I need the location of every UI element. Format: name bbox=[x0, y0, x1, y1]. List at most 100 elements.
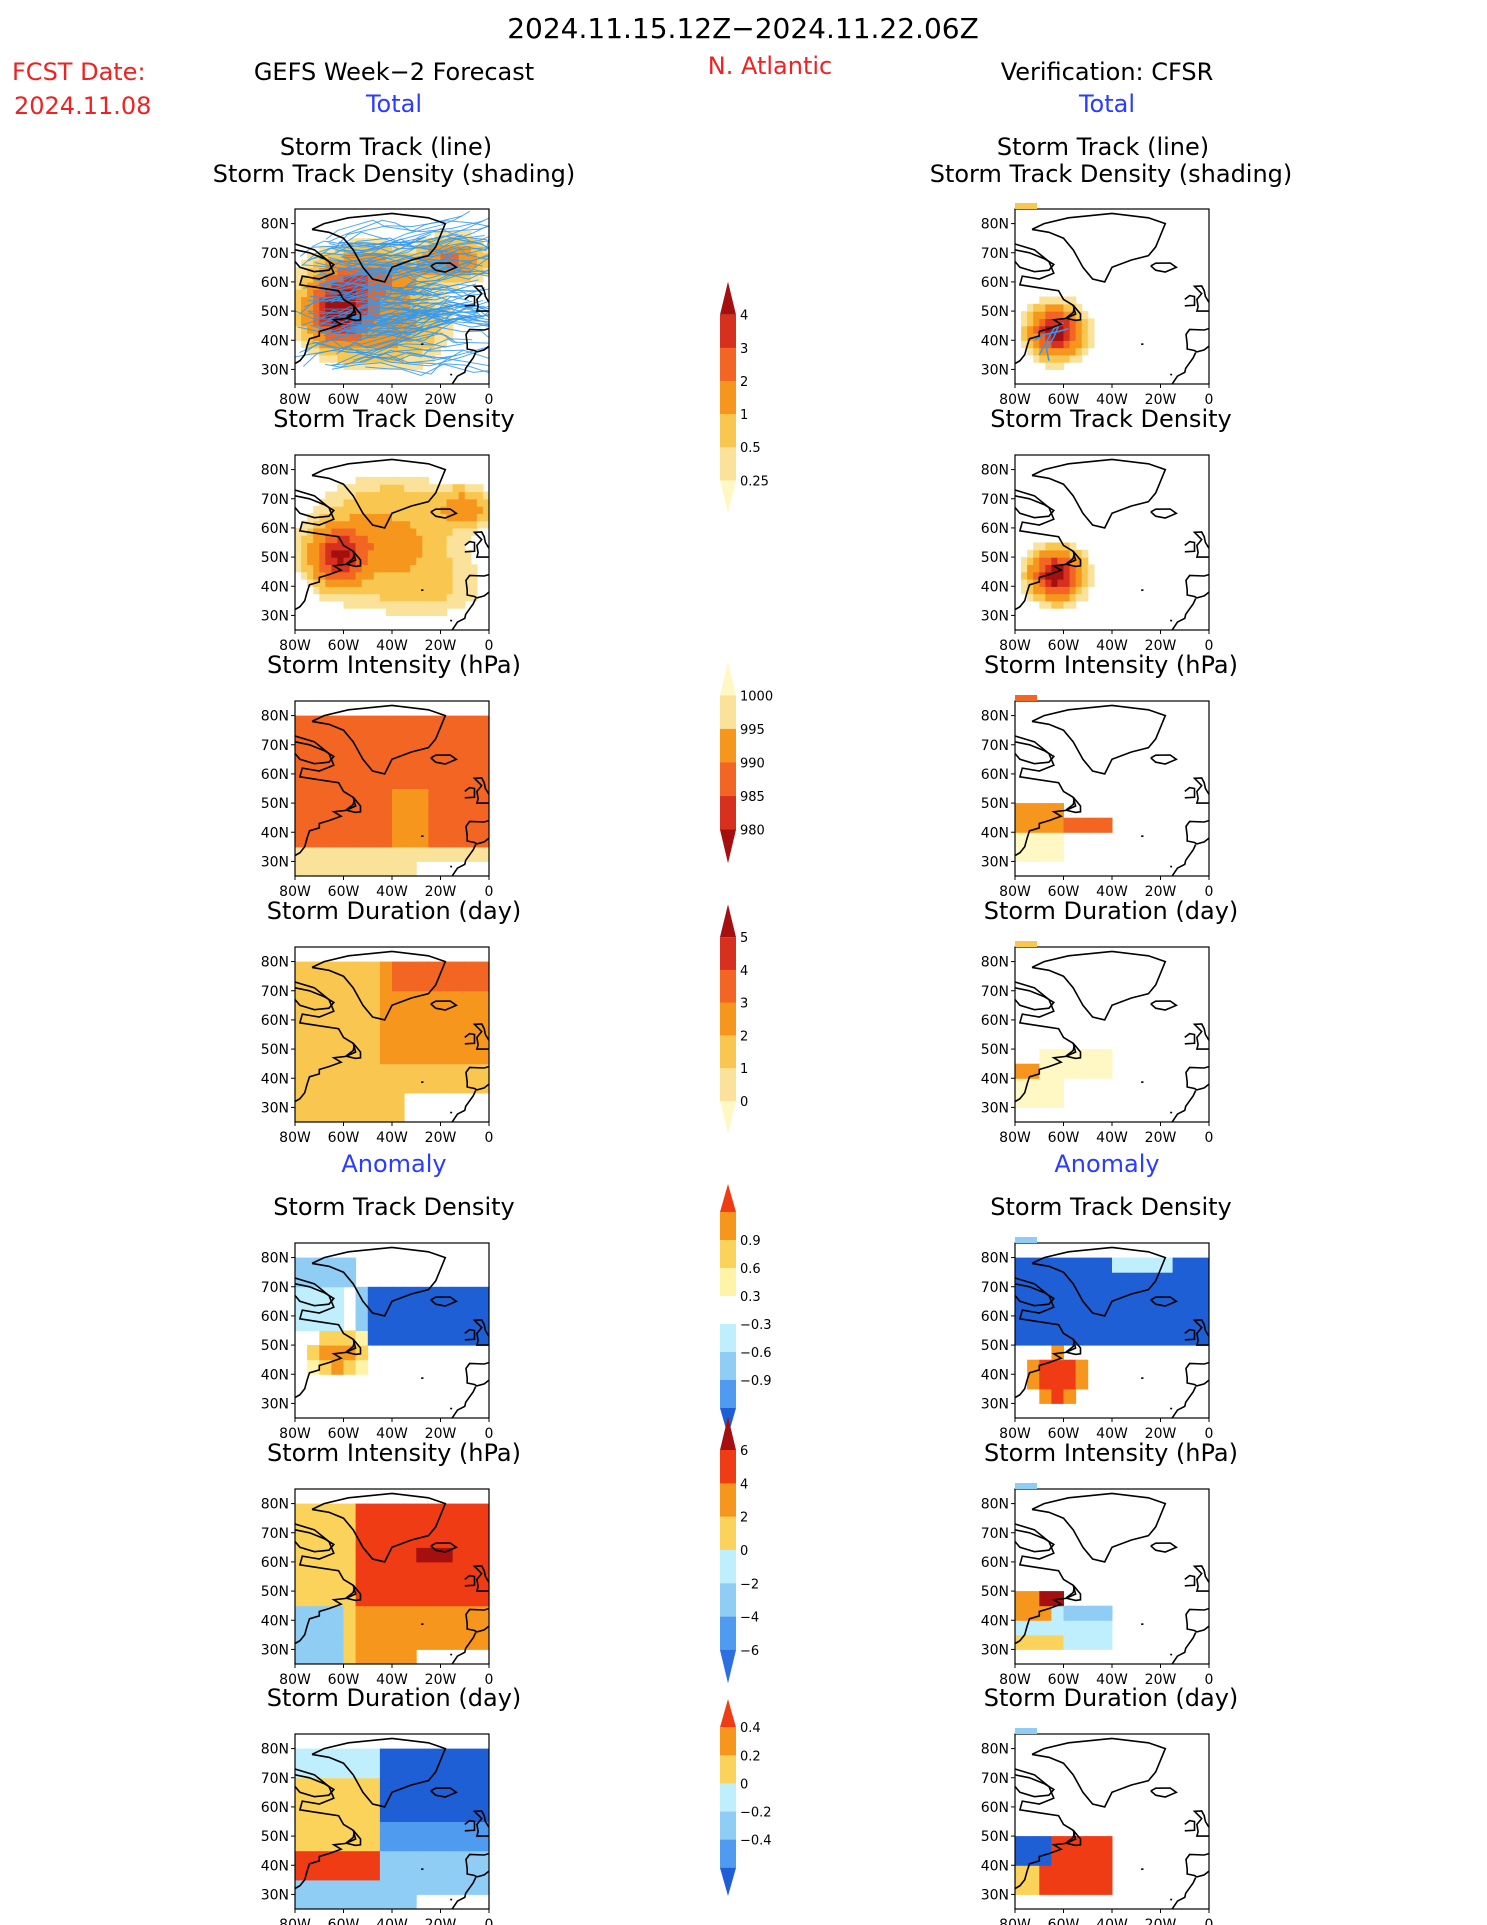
field-cell bbox=[410, 608, 417, 616]
field-cell bbox=[1021, 586, 1028, 595]
field-cell bbox=[392, 1092, 405, 1108]
field-cell bbox=[361, 520, 369, 529]
field-cell bbox=[392, 1792, 405, 1808]
field-cell bbox=[434, 333, 442, 341]
lon-tick-label: 20W bbox=[425, 1917, 457, 1925]
field-cell bbox=[416, 527, 423, 536]
coastline bbox=[295, 981, 357, 1103]
field-cell bbox=[379, 340, 387, 349]
colorbar-label: 995 bbox=[740, 723, 765, 738]
field-cell bbox=[1039, 600, 1046, 609]
lon-tick-label: 40W bbox=[376, 884, 408, 900]
lon-tick-label: 0 bbox=[485, 1130, 494, 1146]
field-cell bbox=[1136, 1301, 1149, 1317]
field-cell bbox=[301, 274, 308, 283]
storm-track-line bbox=[325, 347, 432, 368]
field-cell bbox=[379, 535, 387, 544]
field-cell bbox=[379, 333, 387, 341]
field-cell bbox=[295, 311, 302, 319]
field-cell bbox=[392, 267, 399, 276]
field-cell bbox=[1039, 1591, 1052, 1607]
field-cell bbox=[398, 498, 405, 507]
field-cell bbox=[361, 557, 369, 565]
lat-tick-label: 30N bbox=[261, 1100, 289, 1116]
lon-tick-label: 60W bbox=[1048, 1917, 1080, 1925]
coastline bbox=[345, 1584, 362, 1602]
field-cell bbox=[452, 564, 460, 573]
field-cell bbox=[428, 1748, 441, 1764]
field-cell bbox=[428, 520, 436, 529]
field-cell bbox=[1015, 1092, 1028, 1108]
field-cell bbox=[404, 1821, 417, 1837]
field-cell bbox=[319, 803, 332, 819]
field-cell bbox=[416, 1049, 429, 1065]
field-cell bbox=[392, 535, 399, 544]
field-cell bbox=[392, 1034, 405, 1050]
field-cell bbox=[452, 557, 460, 565]
field-cell bbox=[434, 274, 442, 283]
lat-tick-label: 80N bbox=[261, 217, 289, 233]
field-cell bbox=[355, 542, 363, 551]
field-cell bbox=[307, 260, 314, 268]
field-cell bbox=[1075, 549, 1083, 558]
lon-tick-label: 80W bbox=[999, 392, 1031, 408]
field-cell bbox=[1075, 1272, 1089, 1288]
field-cell bbox=[452, 498, 460, 507]
field-cell bbox=[295, 1561, 308, 1577]
field-cell bbox=[440, 340, 448, 349]
field-cell bbox=[422, 535, 429, 544]
lat-tick-label: 30N bbox=[981, 1100, 1009, 1116]
field-cell bbox=[379, 557, 387, 565]
field-cell bbox=[1087, 564, 1095, 573]
field-cell bbox=[379, 1634, 393, 1650]
field-cell bbox=[428, 1532, 441, 1548]
field-cell bbox=[367, 773, 381, 789]
field-cell bbox=[331, 817, 344, 833]
field-cell bbox=[343, 1532, 357, 1548]
field-cell bbox=[476, 759, 489, 775]
field-cell bbox=[379, 788, 393, 804]
field-cell bbox=[1124, 1272, 1137, 1288]
field-cell bbox=[416, 1605, 429, 1621]
field-cell bbox=[452, 600, 460, 609]
field-cell bbox=[404, 274, 411, 283]
field-cell bbox=[319, 1272, 332, 1288]
field-cell bbox=[1057, 354, 1065, 363]
lat-tick-label: 30N bbox=[261, 1887, 289, 1903]
field-cell bbox=[295, 1034, 308, 1050]
field-cell bbox=[295, 990, 308, 1006]
storm-track-line bbox=[323, 283, 432, 295]
field-cell bbox=[416, 347, 423, 356]
field-cell bbox=[1051, 549, 1059, 558]
lat-tick-label: 50N bbox=[261, 1042, 289, 1058]
lat-tick-label: 70N bbox=[261, 246, 289, 262]
field-cell bbox=[1045, 296, 1052, 305]
coastline bbox=[1150, 1296, 1178, 1307]
field-cell bbox=[1027, 1092, 1040, 1108]
field-cell bbox=[476, 1763, 489, 1779]
lon-tick-label: 40W bbox=[376, 1672, 408, 1688]
field-cell bbox=[434, 571, 442, 580]
field-cell bbox=[349, 347, 357, 356]
field-cell bbox=[355, 1561, 369, 1577]
field-cell bbox=[440, 542, 448, 551]
field-cell bbox=[440, 325, 448, 334]
field-cell bbox=[452, 281, 460, 290]
field-cell bbox=[367, 1107, 381, 1122]
field-cell bbox=[452, 1763, 466, 1779]
field-cell bbox=[373, 520, 381, 529]
field-cell bbox=[392, 1763, 405, 1779]
field-cell bbox=[440, 506, 448, 514]
field-cell bbox=[404, 1763, 417, 1779]
lat-tick-label: 30N bbox=[981, 362, 1009, 378]
coastline bbox=[1065, 550, 1082, 568]
lon-tick-label: 0 bbox=[485, 1426, 494, 1442]
field-cell bbox=[428, 1806, 441, 1822]
field-cell bbox=[343, 1503, 357, 1519]
field-cell bbox=[307, 990, 320, 1006]
field-cell bbox=[319, 1879, 332, 1895]
field-cell bbox=[404, 1561, 417, 1577]
field-cell bbox=[428, 1561, 441, 1577]
field-cell bbox=[1063, 1374, 1077, 1390]
lat-tick-label: 30N bbox=[261, 608, 289, 624]
